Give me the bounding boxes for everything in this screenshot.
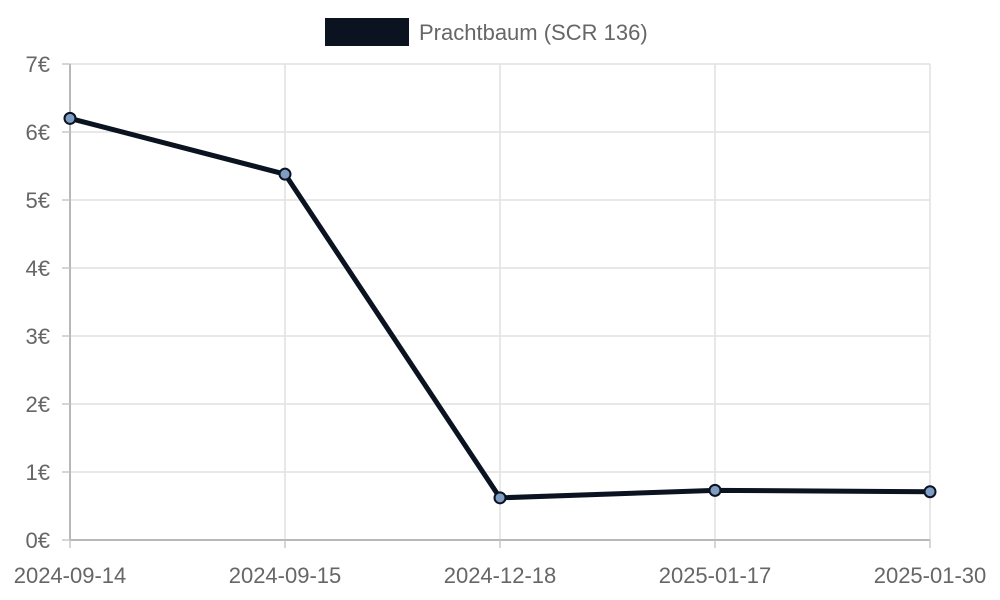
y-tick-label: 3€ — [26, 324, 50, 349]
series-layer — [63, 111, 937, 505]
x-tick-label: 2024-09-14 — [14, 563, 127, 588]
y-axis-ticks: 0€ 1€ 2€ 3€ 4€ 5€ 6€ 7€ — [26, 52, 70, 553]
x-axis-ticks: 2024-09-14 2024-09-15 2024-12-18 2025-01-17… — [14, 540, 987, 588]
y-tick-label: 5€ — [26, 188, 50, 213]
data-point — [708, 483, 722, 497]
data-point — [63, 111, 77, 125]
legend[interactable]: Prachtbaum (SCR 136) — [325, 18, 648, 46]
grid — [70, 63, 931, 540]
x-tick-label: 2025-01-17 — [659, 563, 772, 588]
x-tick-label: 2025-01-30 — [874, 563, 987, 588]
y-tick-label: 7€ — [26, 52, 50, 77]
legend-label[interactable]: Prachtbaum (SCR 136) — [419, 20, 648, 45]
x-tick-label: 2024-09-15 — [229, 563, 342, 588]
data-point — [923, 485, 937, 499]
y-tick-label: 4€ — [26, 256, 50, 281]
y-tick-label: 1€ — [26, 460, 50, 485]
legend-swatch[interactable] — [325, 18, 409, 46]
y-tick-label: 6€ — [26, 120, 50, 145]
data-point — [493, 491, 507, 505]
y-tick-label: 0€ — [26, 528, 50, 553]
data-point — [278, 167, 292, 181]
x-tick-label: 2024-12-18 — [444, 563, 557, 588]
y-tick-label: 2€ — [26, 392, 50, 417]
